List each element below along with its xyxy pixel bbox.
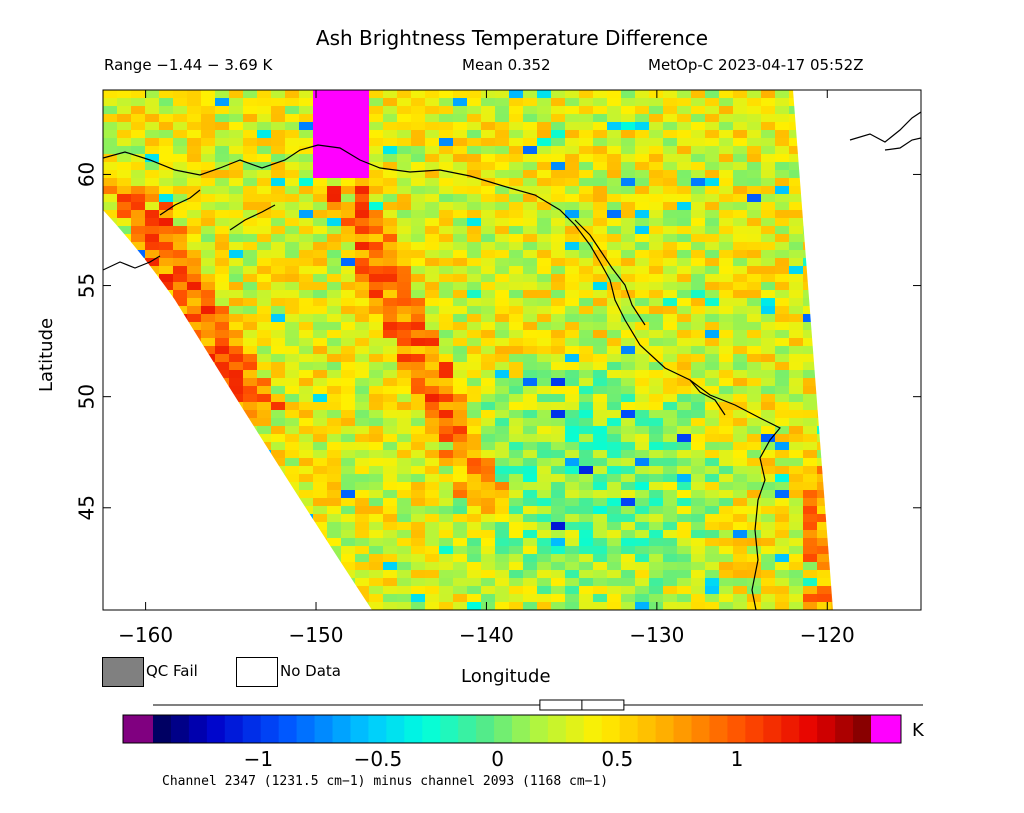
colorbar-segment — [781, 715, 800, 743]
colorbar-unit: K — [912, 720, 924, 741]
colorbar-segment — [565, 715, 585, 743]
colorbar-segment — [655, 715, 675, 743]
x-tick-label: −120 — [800, 623, 855, 647]
satellite-time-label: MetOp-C 2023-04-17 05:52Z — [648, 56, 864, 74]
colorbar-segment — [296, 715, 316, 743]
y-tick-label: 50 — [75, 384, 99, 409]
y-tick-label: 45 — [75, 495, 99, 520]
y-tick-label: 60 — [75, 162, 99, 187]
qc-fail-swatch — [102, 657, 144, 687]
y-axis-label: Latitude — [36, 317, 57, 392]
colorbar-frame — [122, 714, 902, 744]
colorbar-segment — [458, 715, 477, 743]
qc-fail-label: QC Fail — [146, 662, 198, 680]
colorbar-segment — [637, 715, 657, 743]
x-tick-label: −130 — [629, 623, 684, 647]
colorbar-segment — [763, 715, 782, 743]
coastline — [103, 111, 921, 610]
colorbar-segment — [494, 715, 513, 743]
colorbar-segment — [476, 715, 495, 743]
colorbar-segment — [835, 715, 854, 743]
colorbar-segment — [691, 715, 710, 743]
colorbar-segment — [188, 715, 208, 743]
colorbar-segment — [745, 715, 764, 743]
colorbar-segment — [673, 715, 692, 743]
colorbar-segment — [386, 715, 405, 743]
colorbar-segment — [332, 715, 351, 743]
colorbar-segment — [529, 715, 549, 743]
channel-description: Channel 2347 (1231.5 cm−1) minus channel… — [162, 774, 609, 789]
colorbar-tick-label: 0 — [491, 747, 504, 771]
colorbar-segment — [170, 715, 190, 743]
colorbar-tick-label: 0.5 — [601, 747, 633, 771]
range-label: Range −1.44 − 3.69 K — [104, 56, 273, 74]
colorbar-under — [123, 715, 153, 743]
colorbar-segment — [727, 715, 746, 743]
colorbar-over — [871, 715, 901, 743]
colorbar-segment — [242, 715, 262, 743]
colorbar-segment — [440, 715, 459, 743]
colorbar-segment — [583, 715, 603, 743]
colorbar-tick-label: −1 — [244, 747, 273, 771]
colorbar-segment — [799, 715, 818, 743]
colorbar-tick-label: 1 — [731, 747, 744, 771]
x-axis-label: Longitude — [461, 666, 551, 687]
colorbar-segment — [260, 715, 280, 743]
x-tick-label: −160 — [118, 623, 173, 647]
colorbar-segment — [224, 715, 244, 743]
colorbar-segment — [368, 715, 387, 743]
colorbar-segment — [619, 715, 639, 743]
colorbar-segment — [853, 715, 872, 743]
colorbar-segment — [278, 715, 298, 743]
colorbar-segment — [314, 715, 333, 743]
data-swath — [103, 90, 833, 610]
mean-label: Mean 0.352 — [462, 56, 551, 74]
colorbar-segment — [512, 715, 531, 743]
x-tick-label: −150 — [289, 623, 344, 647]
colorbar-segment — [404, 715, 423, 743]
colorbar — [122, 714, 902, 744]
colorbar-segment — [422, 715, 441, 743]
colorbar-segment — [817, 715, 836, 743]
colorbar-segment — [350, 715, 369, 743]
chart-title: Ash Brightness Temperature Difference — [315, 26, 709, 50]
x-tick-label: −140 — [459, 623, 514, 647]
y-tick-label: 55 — [75, 273, 99, 298]
colorbar-segment — [601, 715, 621, 743]
colorbar-tick-label: −0.5 — [354, 747, 403, 771]
no-data-swatch — [236, 657, 278, 687]
plot-frame — [102, 89, 922, 611]
colorbar-segment — [206, 715, 226, 743]
no-data-label: No Data — [280, 662, 341, 680]
colorbar-segment — [709, 715, 728, 743]
colorbar-segment — [547, 715, 567, 743]
colorbar-segment — [153, 715, 172, 743]
